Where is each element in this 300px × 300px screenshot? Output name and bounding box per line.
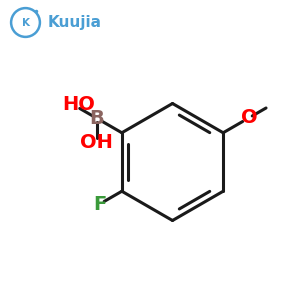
Text: OH: OH: [80, 133, 113, 152]
Text: F: F: [93, 195, 106, 214]
Text: HO: HO: [62, 95, 95, 114]
Text: O: O: [241, 108, 257, 127]
Text: K: K: [22, 17, 29, 28]
Text: B: B: [89, 109, 104, 128]
Text: Kuujia: Kuujia: [48, 15, 102, 30]
